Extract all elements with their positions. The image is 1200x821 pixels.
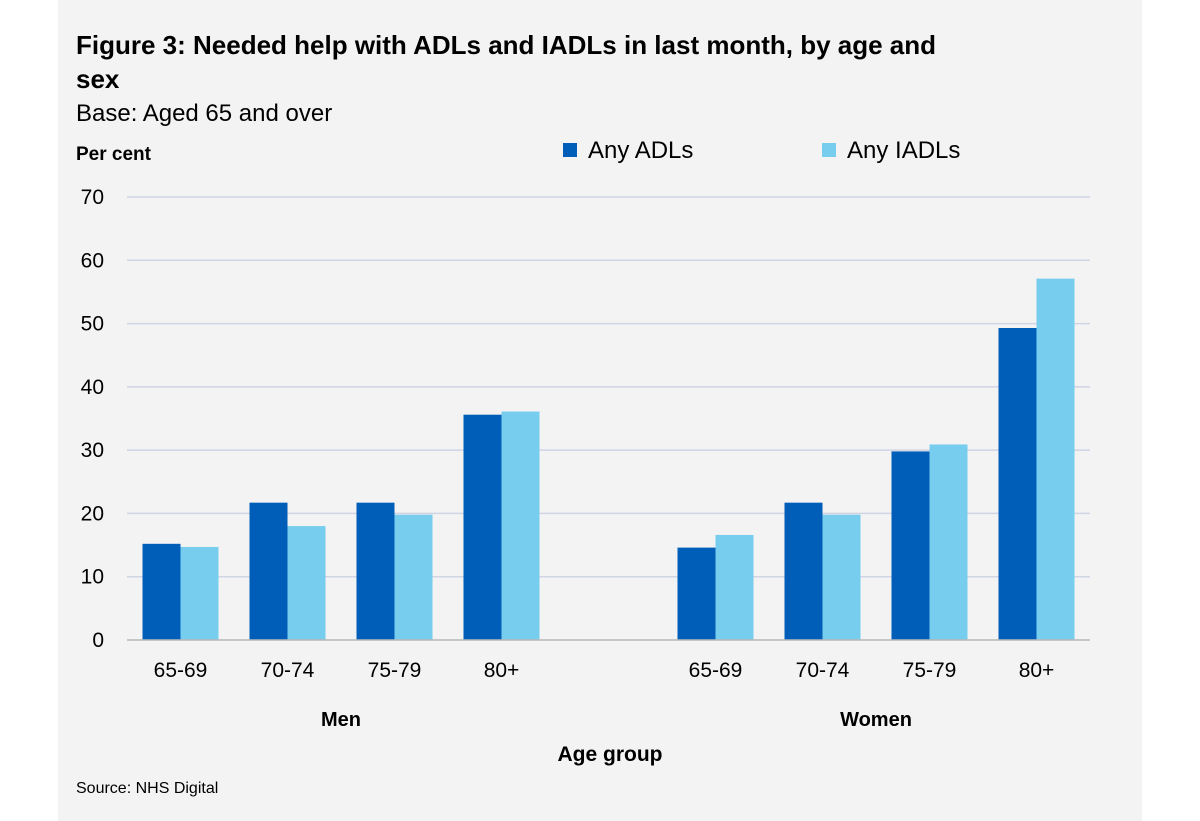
- chart-subtitle: Base: Aged 65 and over: [76, 100, 333, 127]
- y-tick-label: 10: [81, 566, 104, 589]
- x-axis-ticks: 65-69 70-74 75-79 80+ 65-69 70-74 75-79 80+: [154, 659, 1055, 682]
- legend-swatch: [822, 143, 836, 157]
- bar-iadls: [287, 526, 326, 640]
- x-tick-label: 75-79: [368, 659, 422, 682]
- y-axis-label: Per cent: [76, 144, 152, 165]
- y-tick-label: 50: [81, 313, 104, 336]
- legend-swatch: [563, 143, 577, 157]
- x-tick-label: 80+: [484, 659, 520, 682]
- x-axis-label: Age group: [558, 743, 663, 766]
- x-tick-label: 80+: [1019, 659, 1055, 682]
- y-tick-label: 60: [81, 249, 104, 272]
- x-tick-label: 75-79: [903, 659, 957, 682]
- bar-iadls: [1036, 278, 1075, 640]
- group-label: Men: [321, 709, 361, 731]
- group-label: Women: [840, 709, 912, 731]
- bar-iadls: [822, 514, 861, 640]
- y-tick-label: 40: [81, 376, 104, 399]
- bar-adls: [677, 547, 716, 640]
- chart-title: Figure 3: Needed help with ADLs and IADL…: [76, 30, 937, 94]
- bar-iadls: [180, 546, 219, 640]
- y-tick-label: 0: [92, 629, 104, 652]
- bar-iadls: [929, 444, 968, 640]
- bar-adls: [463, 414, 502, 640]
- source-note: Source: NHS Digital: [76, 780, 219, 797]
- bar-iadls: [394, 514, 433, 640]
- bars: [142, 278, 1075, 640]
- x-tick-label: 70-74: [796, 659, 850, 682]
- legend-label: Any ADLs: [588, 137, 693, 164]
- x-tick-label: 65-69: [689, 659, 743, 682]
- x-tick-label: 70-74: [261, 659, 315, 682]
- legend: Any ADLs Any IADLs: [563, 137, 960, 164]
- bar-adls: [142, 543, 181, 640]
- group-labels: Men Women: [321, 709, 912, 731]
- bar-adls: [249, 502, 288, 640]
- legend-label: Any IADLs: [847, 137, 960, 164]
- y-tick-label: 20: [81, 502, 104, 525]
- bar-adls: [784, 502, 823, 640]
- bar-iadls: [715, 534, 754, 640]
- bar-adls: [356, 502, 395, 640]
- y-tick-label: 30: [81, 439, 104, 462]
- bar-adls: [891, 451, 930, 640]
- y-axis-ticks: 0 10 20 30 40 50 60 70: [81, 186, 104, 652]
- y-tick-label: 70: [81, 186, 104, 209]
- bar-adls: [998, 328, 1037, 640]
- chart-panel: [58, 0, 1142, 821]
- x-tick-label: 65-69: [154, 659, 208, 682]
- bar-iadls: [501, 411, 540, 640]
